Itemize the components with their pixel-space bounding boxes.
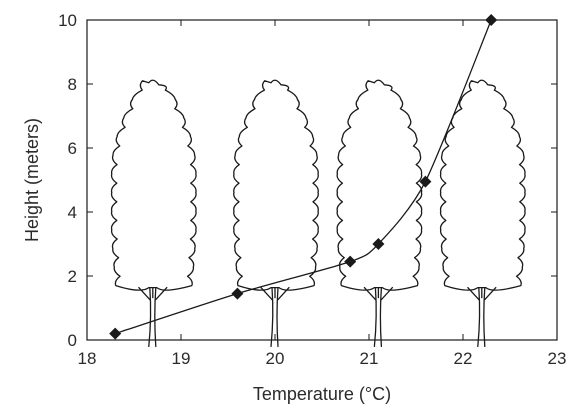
data-point-diamond xyxy=(231,287,244,300)
data-point-diamond xyxy=(109,327,122,340)
x-tick-label: 20 xyxy=(266,349,285,368)
y-tick-label: 8 xyxy=(68,75,77,94)
y-tick-label: 10 xyxy=(58,11,77,30)
plot-frame xyxy=(86,19,558,341)
tree-outline-icon xyxy=(233,79,319,348)
y-tick-label: 6 xyxy=(68,139,77,158)
tree-outline-icon xyxy=(110,79,197,348)
x-tick-label: 19 xyxy=(172,349,191,368)
x-tick-label: 18 xyxy=(78,349,97,368)
y-tick-label: 0 xyxy=(68,331,77,350)
y-axis-label: Height (meters) xyxy=(22,118,42,242)
data-series xyxy=(109,14,498,340)
data-point-diamond xyxy=(419,175,432,188)
y-tick-label: 4 xyxy=(68,203,77,222)
x-tick-label: 22 xyxy=(454,349,473,368)
data-point-diamond xyxy=(372,238,385,250)
tree-outline-icon xyxy=(439,79,526,348)
y-tick-label: 2 xyxy=(68,267,77,286)
x-tick-label: 21 xyxy=(360,349,379,368)
tree-outline-icon xyxy=(336,79,423,348)
data-point-diamond xyxy=(344,255,357,268)
tree-illustrations xyxy=(110,79,526,348)
series-line xyxy=(114,19,492,335)
x-tick-label: 23 xyxy=(548,349,567,368)
data-point-diamond xyxy=(485,14,498,26)
x-axis-label: Temperature (°C) xyxy=(253,384,391,404)
axis-ticks: 18 19 20 21 22 23 0 2 4 6 8 10 xyxy=(58,11,566,368)
